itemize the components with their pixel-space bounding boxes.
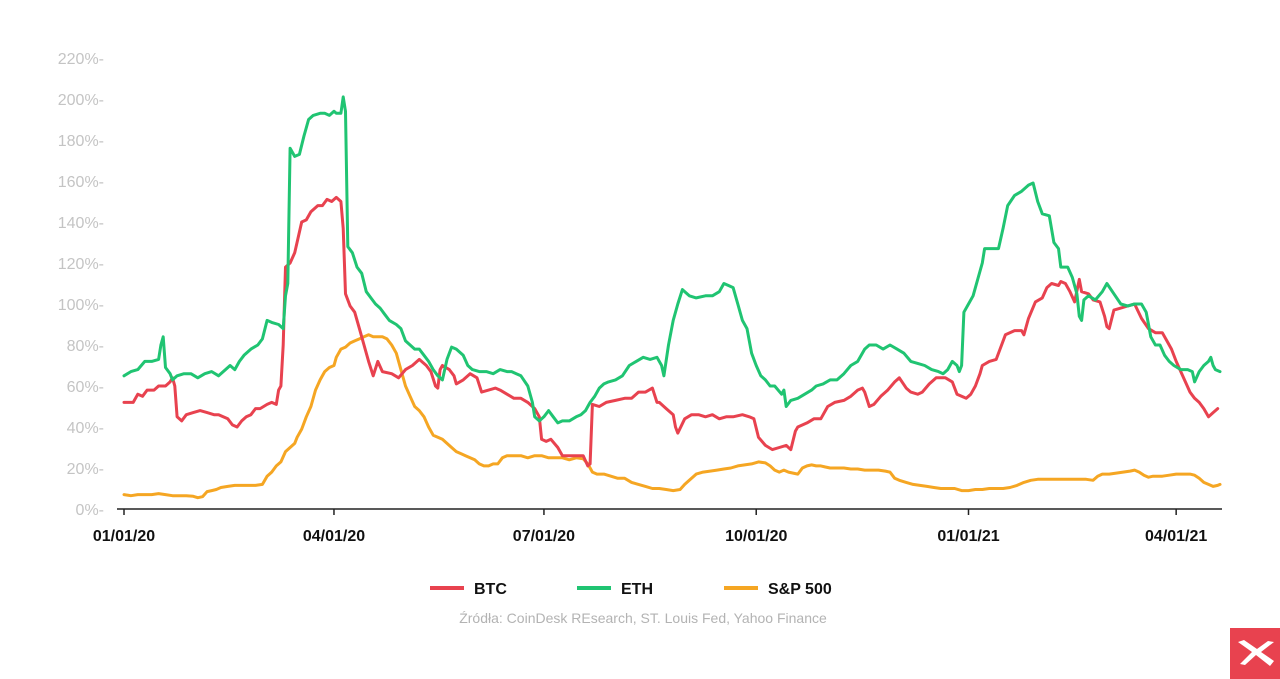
- y-tick-label: 180%-: [58, 133, 104, 150]
- x-tick-label: 01/01/21: [937, 528, 999, 545]
- legend-label-s-p-500: S&P 500: [768, 581, 832, 598]
- series-line-eth: [122, 95, 1222, 425]
- y-tick-label: 200%-: [58, 92, 104, 109]
- x-tick-label: 04/01/21: [1145, 528, 1207, 545]
- xtb-x-logo-icon: [1230, 628, 1280, 679]
- y-tick-label: 0%-: [76, 502, 104, 519]
- y-tick-label: 60%-: [67, 379, 104, 396]
- y-tick-label: 220%-: [58, 51, 104, 68]
- series-lines: [122, 95, 1222, 500]
- series-line-s-p-500: [122, 333, 1222, 500]
- y-tick-label: 120%-: [58, 256, 104, 273]
- x-tick-label: 04/01/20: [303, 528, 365, 545]
- y-axis-ticks: 0%- 20%- 40%- 60%- 80%- 100%- 120%- 140%- 160%- 1…: [58, 51, 104, 519]
- legend: BTC ETH S&P 500: [430, 581, 832, 598]
- x-tick-label: 01/01/20: [93, 528, 155, 545]
- x-axis-ticks: 01/01/20 04/01/20 07/01/20 10/01/20 01/01/21…: [93, 509, 1207, 545]
- y-tick-label: 160%-: [58, 174, 104, 191]
- y-tick-label: 20%-: [67, 461, 104, 478]
- y-tick-label: 140%-: [58, 215, 104, 232]
- x-tick-label: 10/01/20: [725, 528, 787, 545]
- legend-label-btc: BTC: [474, 581, 507, 598]
- y-tick-label: 40%-: [67, 420, 104, 437]
- y-tick-label: 100%-: [58, 297, 104, 314]
- x-tick-label: 07/01/20: [513, 528, 575, 545]
- source-note: Źródła: CoinDesk REsearch, ST. Louis Fed…: [459, 610, 827, 626]
- legend-label-eth: ETH: [621, 581, 653, 598]
- y-tick-label: 80%-: [67, 338, 104, 355]
